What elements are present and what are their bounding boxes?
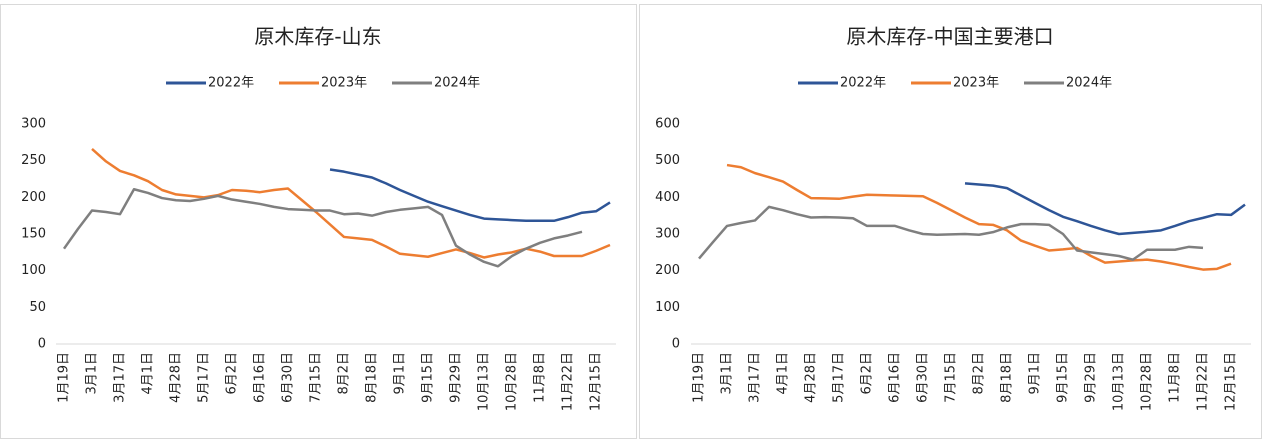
x-tick-label: 9月29日 [449,352,464,403]
x-tick-label: 8月18日 [365,352,380,403]
legend-label: 2022年 [208,76,254,91]
x-tick-label: 9月15日 [421,352,436,403]
x-tick-label: 4月28日 [169,352,184,403]
y-tick-label: 150 [21,227,46,242]
chart-title: 原木库存-山东 [254,25,381,49]
y-tick-label: 400 [655,190,680,205]
series-line [329,168,611,223]
x-tick-label: 11月22日 [1196,352,1211,411]
y-tick-label: 100 [21,263,46,278]
x-tick-label: 3月17日 [748,352,763,403]
y-tick-label: 100 [655,300,680,315]
y-tick-label: 250 [21,153,46,168]
x-tick-label: 3月1日 [720,352,735,395]
x-tick-label: 5月17日 [197,352,212,403]
x-tick-label: 7月15日 [309,352,324,403]
x-tick-label: 5月17日 [832,352,847,403]
x-tick-label: 4月28日 [804,352,819,403]
y-tick-label: 0 [672,337,680,352]
x-tick-label: 8月2日 [337,352,352,395]
series-line [726,163,1232,271]
x-tick-label: 10月28日 [1140,352,1155,411]
y-tick-label: 50 [29,300,46,315]
x-tick-label: 6月30日 [281,352,296,403]
series-line [964,182,1246,236]
x-tick-label: 9月1日 [393,352,408,395]
x-tick-label: 10月13日 [1112,352,1127,411]
x-tick-label: 9月29日 [1084,352,1099,403]
x-tick-label: 11月22日 [561,352,576,411]
x-tick-label: 6月16日 [253,352,268,403]
legend-label: 2022年 [840,76,886,91]
y-tick-label: 200 [655,263,680,278]
legend-label: 2024年 [434,76,480,91]
x-tick-label: 6月2日 [860,352,875,395]
legend-label: 2023年 [953,76,999,91]
x-tick-label: 11月8日 [533,352,548,403]
x-tick-label: 12月15日 [589,352,604,411]
x-tick-label: 10月28日 [505,352,520,411]
chart-title: 原木库存-中国主要港口 [846,25,1053,49]
x-tick-label: 1月19日 [57,352,72,403]
y-tick-label: 500 [655,153,680,168]
x-tick-label: 6月30日 [916,352,931,403]
x-tick-label: 4月1日 [776,352,791,395]
x-tick-label: 9月15日 [1056,352,1071,403]
legend-label: 2024年 [1066,76,1112,91]
legend-label: 2023年 [321,76,367,91]
series-line [62,188,583,268]
y-tick-label: 600 [655,117,680,132]
x-tick-label: 10月13日 [477,352,492,411]
x-tick-label: 4月1日 [141,352,156,395]
x-tick-label: 3月1日 [85,352,100,395]
series-line [698,205,1204,261]
y-tick-label: 0 [38,337,46,352]
x-tick-label: 8月18日 [1000,352,1015,403]
y-tick-label: 200 [21,190,46,205]
x-tick-label: 9月1日 [1028,352,1043,395]
x-tick-label: 12月15日 [1224,352,1239,411]
y-tick-label: 300 [655,227,680,242]
x-tick-label: 6月16日 [888,352,903,403]
x-tick-label: 7月15日 [944,352,959,403]
x-tick-label: 6月2日 [225,352,240,395]
x-tick-label: 11月8日 [1168,352,1183,403]
x-tick-label: 8月2日 [972,352,987,395]
x-tick-label: 1月19日 [692,352,707,403]
y-tick-label: 300 [21,117,46,132]
series-line [91,147,611,259]
x-tick-label: 3月17日 [113,352,128,403]
